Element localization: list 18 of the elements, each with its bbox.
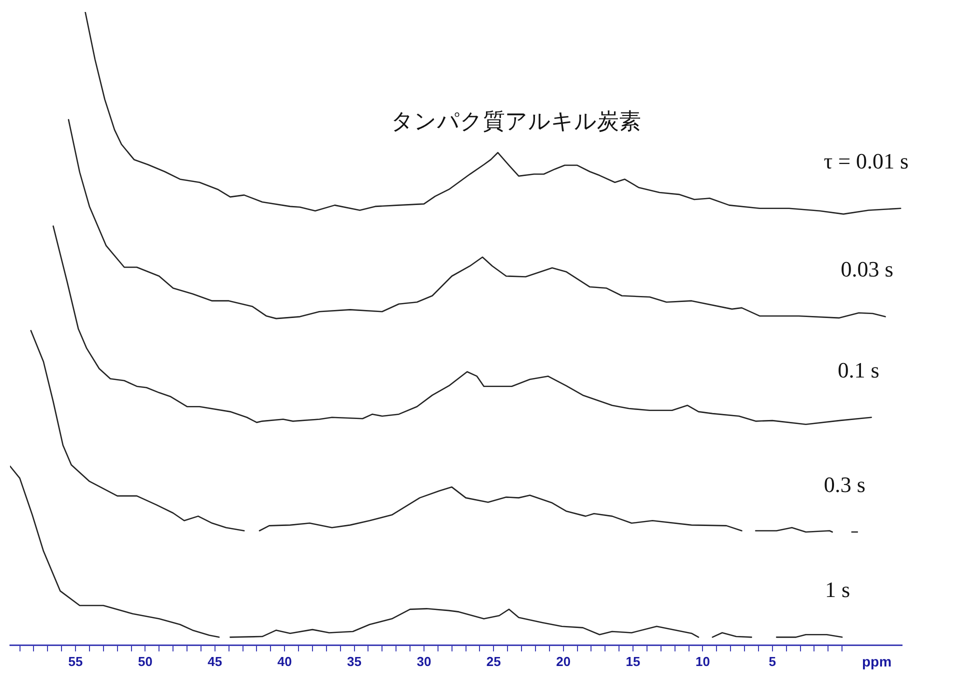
series-label: 1 s (825, 577, 850, 602)
x-tick-label: 10 (695, 654, 710, 669)
x-tick-label: 50 (138, 654, 152, 669)
x-tick-label: 45 (208, 654, 222, 669)
series-label: τ = 0.01 s (824, 148, 909, 174)
series-label: 0.03 s (840, 256, 894, 282)
x-tick-label: 35 (347, 654, 362, 669)
x-axis-title: ppm (862, 653, 892, 670)
x-tick-label: 5 (768, 654, 776, 669)
x-tick-label: 15 (626, 654, 640, 669)
x-tick-label: 55 (68, 654, 83, 669)
x-tick-label: 25 (486, 654, 501, 669)
x-tick-label: 20 (556, 654, 571, 669)
series-label: 0.3 s (824, 472, 866, 498)
series-label: 0.1 s (838, 357, 880, 382)
x-tick-label: 40 (277, 654, 292, 669)
annotation: タンパク質アルキル炭素 (390, 108, 641, 134)
x-tick-label: 30 (416, 654, 432, 669)
